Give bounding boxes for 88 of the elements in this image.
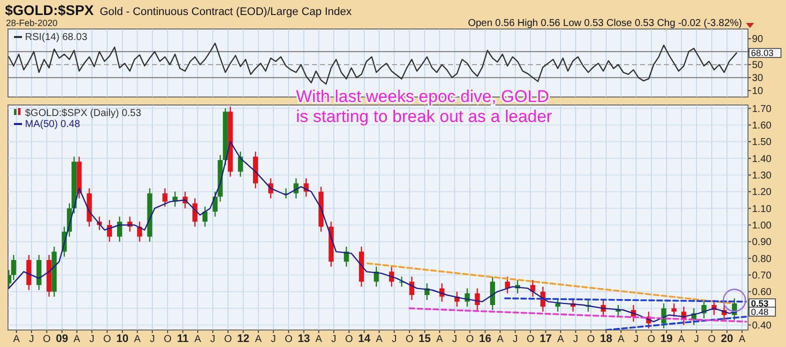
x-tick-label: 20: [720, 333, 734, 345]
x-tick-label: O: [526, 334, 535, 345]
x-tick-label: J: [634, 334, 639, 345]
x-tick-label: O: [224, 334, 232, 345]
y-tick-label: 1.30: [752, 170, 772, 182]
x-tick-label: J: [512, 334, 518, 345]
annotation: 0.48: [751, 306, 769, 317]
chart-subtitle: Gold - Continuous Contract (EOD)/Large Cap Index: [100, 6, 352, 18]
x-tick-label: 10: [116, 333, 129, 345]
candlestick: [238, 151, 243, 178]
legend-label: RSI(14) 68.03: [25, 32, 88, 43]
x-tick-label: 17: [540, 333, 552, 345]
y-tick-label: 10: [752, 86, 764, 98]
text: 28-Feb-2020: [6, 18, 58, 28]
x-tick-label: A: [738, 334, 746, 345]
x-tick-label: A: [376, 334, 383, 345]
candlestick: [117, 216, 122, 242]
candlestick: [504, 276, 510, 294]
x-tick-label: 11: [177, 333, 189, 345]
chart-title: $GOLD:$SPX: [5, 2, 94, 18]
y-tick-label: 0.80: [752, 254, 772, 265]
x-tick-label: J: [89, 334, 94, 345]
x-tick-label: O: [647, 334, 656, 345]
text: Open 0.56 High 0.56 Low 0.53 Close 0.53 Chg -0.02 (-3.82%): [468, 18, 742, 29]
candlestick: [409, 276, 414, 301]
line-series: [8, 42, 738, 85]
x-tick-label: 16: [478, 333, 492, 345]
y-tick-label: 1.10: [752, 204, 772, 215]
y-tick-label: 1.70: [752, 104, 772, 115]
y-tick-label: 0.60: [752, 287, 772, 298]
x-tick-label: A: [678, 334, 686, 345]
x-tick-label: 15: [418, 333, 431, 345]
x-tick-label: O: [164, 334, 172, 345]
x-tick-label: A: [13, 334, 20, 345]
candlestick: [202, 206, 208, 228]
y-tick-label: 1.20: [752, 187, 772, 198]
y-tick-label: 0.70: [752, 270, 772, 282]
candlestick: [555, 298, 560, 312]
y-tick-label: 0.90: [752, 237, 772, 248]
x-tick-label: O: [284, 334, 293, 345]
legend-label: $GOLD:$SPX (Daily) 0.53: [25, 108, 142, 119]
x-tick-label: O: [103, 334, 112, 345]
x-tick-label: A: [618, 334, 625, 345]
y-tick-label: 1.50: [752, 137, 772, 148]
x-tick-label: J: [150, 334, 155, 345]
x-tick-label: O: [345, 334, 354, 345]
x-tick-label: J: [573, 334, 578, 345]
x-tick-label: A: [436, 334, 444, 345]
candlestick: [192, 198, 198, 228]
candlestick: [672, 302, 676, 318]
x-tick-label: O: [42, 334, 51, 345]
x-tick-label: J: [452, 334, 458, 345]
y-tick-label: 1.00: [752, 220, 772, 232]
x-tick-label: A: [74, 334, 81, 345]
x-tick-label: A: [557, 334, 564, 345]
candlestick: [212, 191, 218, 218]
annotation: 0.53: [751, 298, 769, 308]
x-tick-label: A: [496, 334, 504, 345]
x-tick-label: 12: [237, 333, 250, 345]
y-tick-label: 1.40: [752, 154, 772, 165]
x-tick-label: 19: [660, 333, 673, 345]
annotation: 68.03: [751, 48, 774, 58]
x-tick-label: O: [587, 334, 596, 345]
x-tick-label: A: [315, 334, 322, 345]
candlestick: [490, 276, 496, 311]
x-tick-label: J: [331, 334, 336, 345]
x-tick-label: 13: [298, 333, 310, 345]
legend-label: MA(50) 0.48: [25, 119, 80, 130]
x-tick-label: O: [466, 334, 474, 345]
y-tick-label: 1.60: [752, 120, 772, 132]
x-tick-label: J: [694, 334, 700, 345]
x-tick-label: J: [29, 334, 34, 345]
y-tick-label: 50: [752, 60, 764, 72]
x-tick-label: A: [134, 334, 141, 345]
x-tick-label: 18: [600, 333, 612, 345]
x-tick-label: O: [708, 334, 716, 345]
x-tick-label: J: [210, 334, 216, 345]
x-tick-label: O: [406, 334, 414, 345]
y-tick-label: 0.40: [752, 320, 772, 332]
x-tick-label: A: [254, 334, 262, 345]
x-tick-label: A: [194, 334, 202, 345]
y-tick-label: 90: [752, 34, 764, 46]
candlestick: [162, 188, 168, 208]
x-tick-label: 14: [358, 333, 372, 345]
x-tick-label: J: [270, 334, 276, 345]
x-tick-label: 09: [56, 333, 68, 345]
y-tick-label: 30: [752, 73, 764, 84]
x-tick-label: J: [392, 334, 397, 345]
